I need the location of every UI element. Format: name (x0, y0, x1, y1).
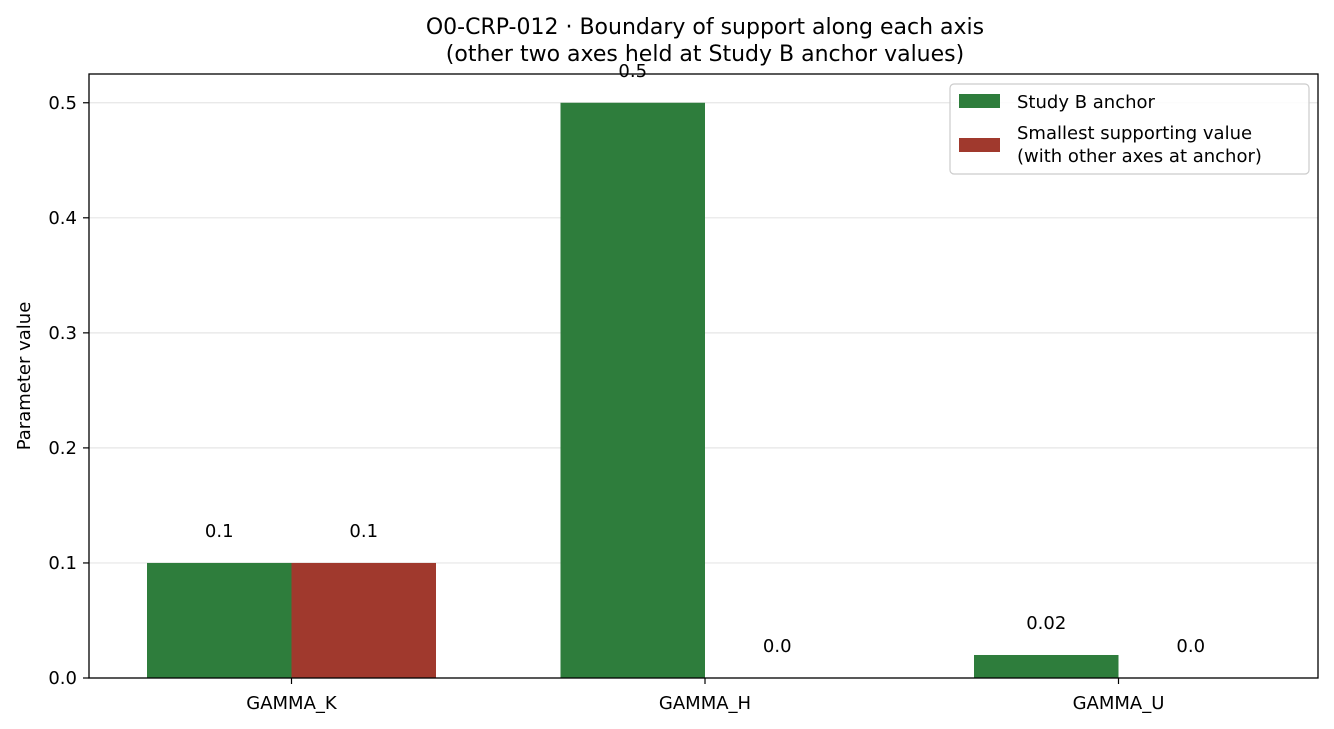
chart-subtitle: (other two axes held at Study B anchor v… (446, 42, 964, 67)
bar-value-label: 0.0 (763, 636, 792, 657)
bars (147, 102, 1119, 678)
bar (560, 102, 705, 678)
y-tick-label: 0.2 (48, 438, 77, 459)
legend-label: Smallest supporting value (with other axe… (1017, 123, 1262, 167)
bar-value-label: 0.0 (1176, 636, 1205, 657)
bar (291, 562, 436, 678)
bar-value-label: 0.5 (618, 61, 647, 82)
bar (147, 562, 292, 678)
bar-value-label: 0.1 (205, 521, 234, 542)
y-tick-label: 0.3 (48, 323, 77, 344)
x-tick-label: GAMMA_U (1073, 693, 1165, 714)
x-tick-label: GAMMA_K (246, 693, 338, 714)
y-axis-label: Parameter value (14, 302, 35, 451)
bar-value-label: 0.02 (1026, 613, 1066, 634)
bar (974, 654, 1119, 678)
legend-label: Study B anchor (1017, 92, 1156, 113)
value-labels: 0.1 0.1 0.5 0.0 0.02 0.0 (205, 61, 1205, 657)
y-tick-label: 0.4 (48, 208, 77, 229)
legend-swatch (959, 94, 1000, 108)
legend-swatch (959, 138, 1000, 152)
x-tick-label: GAMMA_H (659, 693, 751, 714)
legend-box (949, 83, 1310, 175)
bar-value-label: 0.1 (349, 521, 378, 542)
y-tick-label: 0.0 (48, 668, 77, 689)
y-axis: 0.0 0.1 0.2 0.3 0.4 0.5 (48, 93, 89, 689)
y-tick-label: 0.1 (48, 553, 77, 574)
plot-frame (88, 73, 1319, 679)
chart-title: O0-CRP-012 · Boundary of support along e… (426, 15, 984, 40)
y-tick-label: 0.5 (48, 93, 77, 114)
legend: Study B anchor Smallest supporting value(… (949, 83, 1310, 175)
x-axis: GAMMA_K GAMMA_H GAMMA_U (246, 678, 1164, 714)
